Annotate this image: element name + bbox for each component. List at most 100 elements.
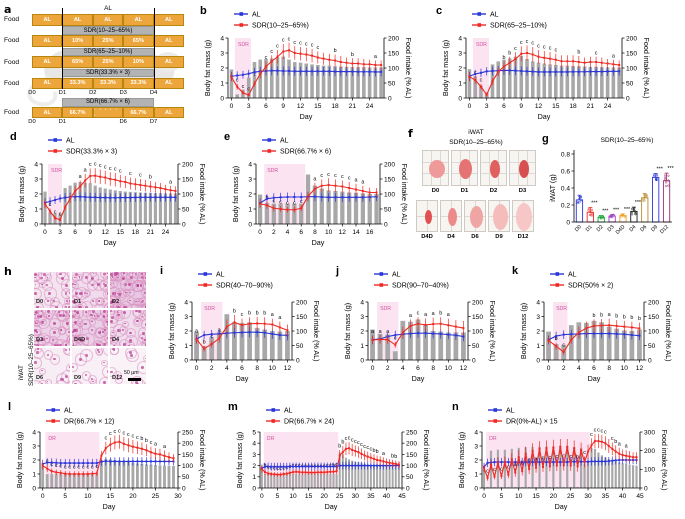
series-marker [159, 196, 162, 199]
significance-letter: b [334, 48, 337, 54]
x-tick-label: 4 [286, 229, 290, 236]
significance-letter: a [271, 312, 274, 318]
series-marker [55, 461, 58, 464]
food-intake-bar [173, 193, 178, 224]
panel-a-food-label-1: Food [4, 37, 20, 45]
food-intake-bar [113, 190, 117, 224]
significance-letter: c [123, 430, 126, 436]
significance-letter: c [351, 437, 354, 443]
series-marker [91, 472, 94, 475]
series-marker [394, 462, 397, 465]
x-tick-label: 2 [562, 365, 566, 372]
series-marker [122, 460, 125, 463]
food-intake-bar [391, 466, 394, 488]
series-marker [77, 473, 80, 475]
food-intake-bar [461, 332, 466, 360]
x-axis-title: Day [325, 502, 338, 511]
food-intake-bar [513, 56, 518, 98]
panel-a-food-label-3: Food [4, 79, 20, 87]
food-intake-bar [531, 446, 534, 488]
legend-label-0: AL [568, 272, 577, 279]
significance-marker: *** [613, 207, 620, 213]
food-intake-bar [93, 185, 97, 224]
series-marker [524, 452, 527, 455]
series-marker [474, 73, 477, 75]
series-marker [424, 323, 427, 326]
significance-letter: b [614, 439, 617, 445]
significance-letter: b [593, 313, 596, 319]
food-intake-bar [88, 183, 92, 224]
series-marker [526, 70, 529, 73]
panel-f-tile-label-D3: D3 [518, 188, 527, 194]
sdr-shade-band [264, 164, 306, 224]
food-intake-bar [400, 320, 406, 360]
food-intake-bar [618, 462, 621, 488]
panel-l-label: l [8, 401, 11, 413]
food-intake-bar [148, 192, 152, 224]
data-point [587, 207, 590, 211]
legend-label-0: AL [284, 408, 293, 415]
series-marker [233, 321, 236, 324]
y-tick-label: 1 [536, 343, 540, 350]
series-marker [307, 465, 310, 468]
y2-tick-label: 0 [296, 357, 300, 364]
series-marker [136, 460, 139, 463]
series-marker [253, 71, 256, 74]
significance-letter: c [360, 442, 363, 448]
panel-a-day-top-4: D4 [149, 90, 158, 97]
significance-letter: c [104, 435, 107, 441]
significance-letter: b [630, 315, 633, 321]
series-marker [288, 70, 291, 72]
data-point [642, 197, 645, 201]
series-marker [520, 70, 523, 72]
food-intake-bar [90, 474, 94, 488]
food-intake-bar [344, 457, 347, 488]
food-intake-bar [555, 487, 558, 488]
panel-a-segment-r2-c1: 65% [62, 56, 93, 68]
panel-h-tile-label-D0: D0 [36, 299, 44, 305]
series-marker [485, 70, 488, 73]
panel-a-segment-r3-c4: AL [153, 77, 184, 90]
series-marker [328, 70, 331, 73]
food-intake-bar [73, 182, 77, 224]
series-marker [265, 197, 268, 200]
significance-letter: c [345, 436, 348, 442]
series-marker [531, 449, 534, 452]
y-tick-label: 0.8 [561, 151, 570, 158]
y-tick-label: 4 [252, 441, 256, 448]
food-intake-bar [510, 448, 513, 488]
series-marker [524, 461, 527, 464]
series-marker [486, 476, 489, 479]
legend-marker-0 [271, 408, 276, 412]
series-marker [566, 60, 569, 63]
panel-a-segment-r1-c1: 10% [62, 35, 93, 47]
series-marker [295, 470, 298, 473]
food-intake-bar [377, 333, 383, 360]
significance-letter: b [502, 55, 505, 61]
panel-f-tile-label-D9: D9 [495, 234, 503, 240]
significance-letter: a [424, 312, 427, 318]
x-tick-label: 4 [225, 365, 229, 372]
series-marker [122, 442, 125, 445]
panel-a-food-label-2: Food [4, 58, 20, 66]
series-marker [618, 70, 621, 73]
significance-marker: *** [591, 201, 598, 207]
series-marker [279, 473, 282, 476]
series-marker [379, 459, 382, 462]
y-tick-label: 0 [248, 221, 252, 228]
series-marker [272, 207, 275, 210]
series-marker [282, 50, 285, 53]
series-marker [320, 471, 323, 474]
series-marker [577, 331, 580, 334]
significance-letter: a [608, 312, 611, 318]
panel-n-chart: DRccccabcacccccbcccccccbaa01234010020030… [446, 398, 682, 518]
panel-a-day-bottom-3: D7 [149, 119, 158, 126]
x-tick-label: 3 [247, 103, 251, 110]
x-tick-label: 12 [284, 365, 292, 372]
food-intake-bar [104, 458, 108, 488]
series-marker [382, 464, 385, 467]
sdr-shade-label: SDR [238, 42, 249, 48]
panel-f-tile-D2 [480, 150, 507, 186]
series-marker [316, 471, 319, 474]
significance-letter: c [341, 174, 344, 180]
